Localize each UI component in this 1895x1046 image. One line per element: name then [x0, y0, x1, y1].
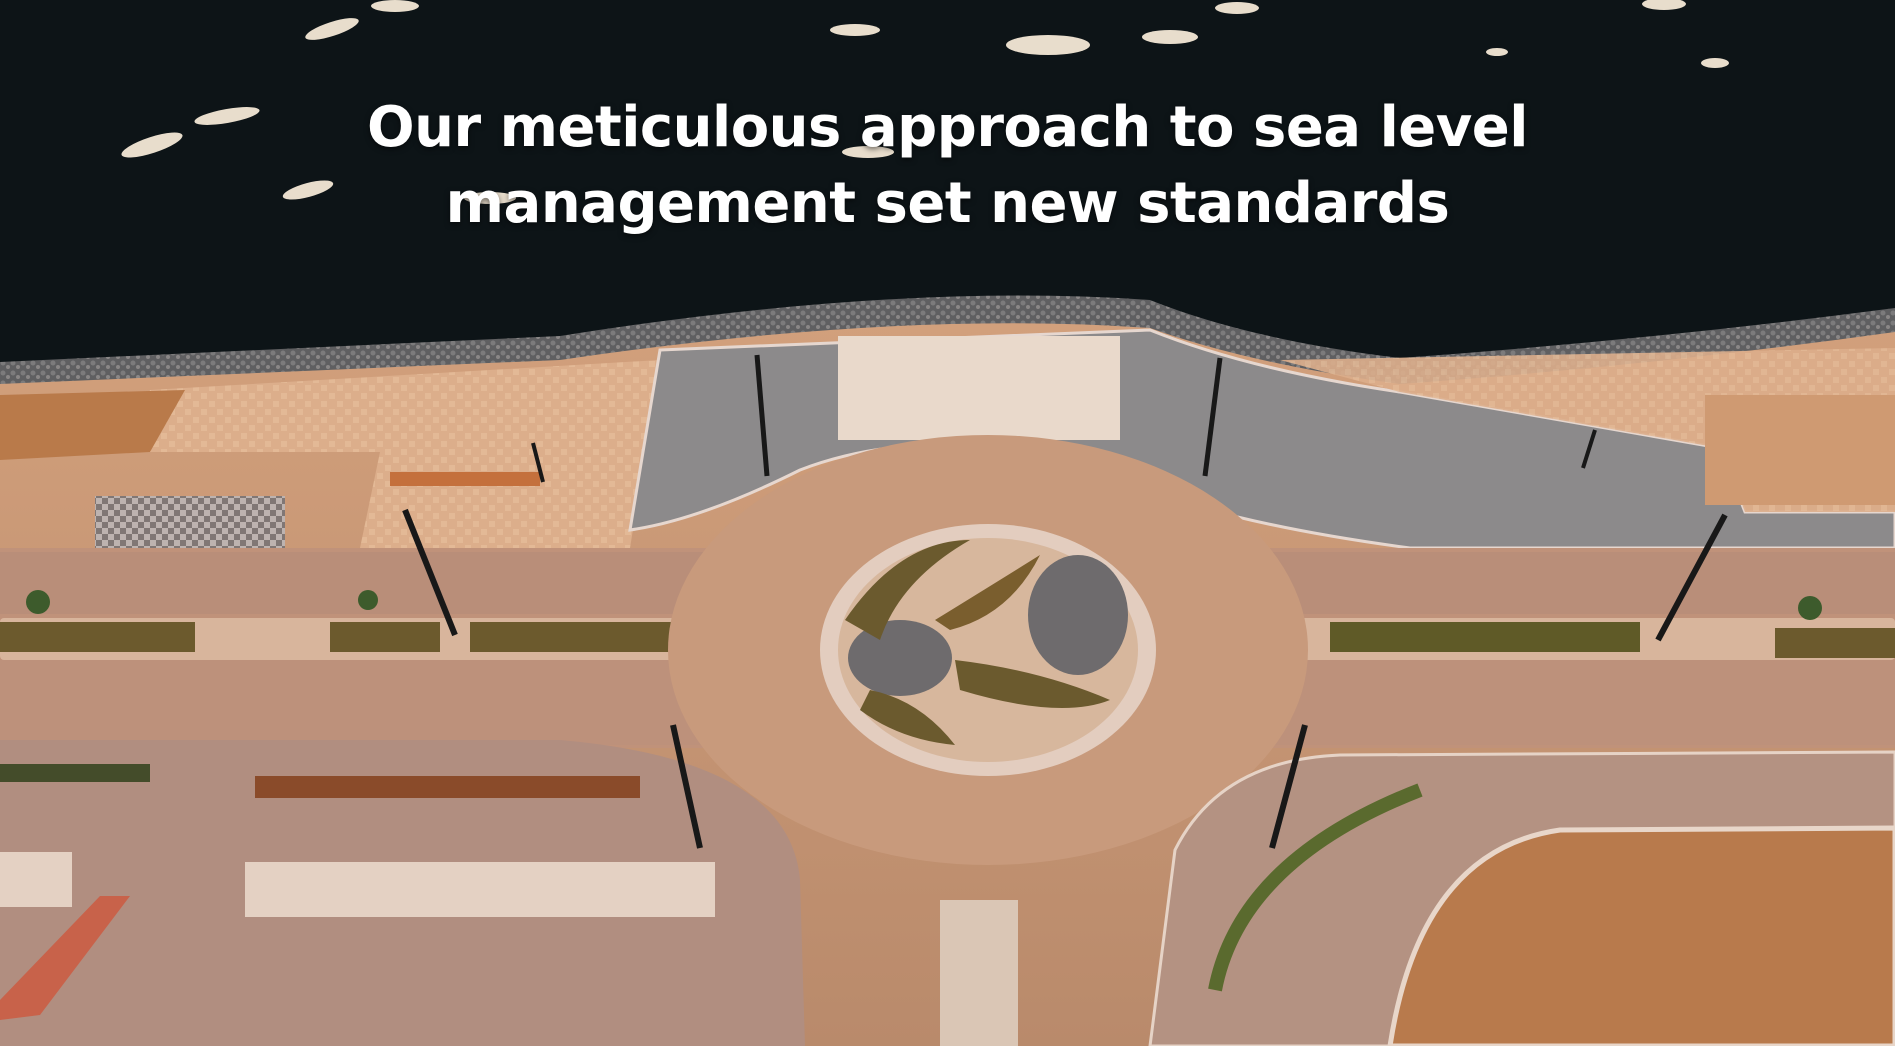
- light-strip-left: [245, 862, 715, 917]
- island-small-disc: [848, 620, 952, 696]
- boats: [121, 0, 1729, 204]
- checker-plaza: [95, 496, 285, 548]
- island-planting-4: [860, 690, 955, 745]
- boat: [282, 180, 334, 200]
- caption-line-2: management set new standards: [445, 171, 1450, 236]
- boat: [842, 146, 894, 158]
- light-plaza-square: [838, 336, 1120, 440]
- planting-right-2: [1775, 628, 1895, 658]
- caption-line-1: Our meticulous approach to sea level: [367, 95, 1528, 160]
- street-lamp: [531, 442, 545, 483]
- hedge-strip: [255, 776, 640, 798]
- island-planting-2: [935, 555, 1040, 630]
- boat: [830, 24, 880, 36]
- orange-strip: [390, 472, 540, 486]
- palm-tree: [1798, 596, 1822, 620]
- street-lamp: [754, 354, 770, 477]
- street-lamp: [1655, 513, 1728, 642]
- planting-left-1: [0, 622, 195, 652]
- boat: [1642, 0, 1686, 10]
- sand-lot: [1387, 825, 1895, 1046]
- green-hedge-curve: [1208, 783, 1423, 992]
- boat: [1215, 2, 1259, 14]
- red-ramp: [0, 896, 130, 1020]
- boat: [121, 132, 183, 158]
- island-grey-disc: [1028, 555, 1128, 675]
- boat: [305, 18, 359, 40]
- street-lamp: [670, 724, 703, 849]
- video-caption: Our meticulous approach to sea level man…: [0, 90, 1895, 242]
- boat: [371, 0, 419, 12]
- boat: [1486, 48, 1508, 56]
- boat: [1006, 35, 1090, 55]
- palm-tree: [358, 590, 378, 610]
- light-strip-far-left: [0, 852, 72, 907]
- boat: [1701, 58, 1729, 68]
- street-lamp: [1202, 357, 1223, 477]
- island-planting-1: [845, 540, 970, 640]
- sand-patch-right: [1705, 395, 1895, 505]
- boat: [194, 107, 260, 125]
- planting-left-3: [470, 622, 680, 652]
- boat: [1142, 30, 1198, 44]
- south-median: [940, 900, 1018, 1046]
- planting-left-2: [330, 622, 440, 652]
- sand-patch-left: [0, 390, 185, 460]
- tiled-promenade-left: [130, 360, 660, 548]
- street-lamp: [402, 508, 458, 637]
- street-lamp: [1269, 724, 1308, 849]
- hedge-strip-2: [0, 764, 150, 782]
- island-planting-3: [955, 660, 1110, 708]
- planting-right-1: [1330, 622, 1640, 652]
- boat: [464, 192, 516, 204]
- street-lamp: [1581, 429, 1597, 469]
- palm-tree: [26, 590, 50, 614]
